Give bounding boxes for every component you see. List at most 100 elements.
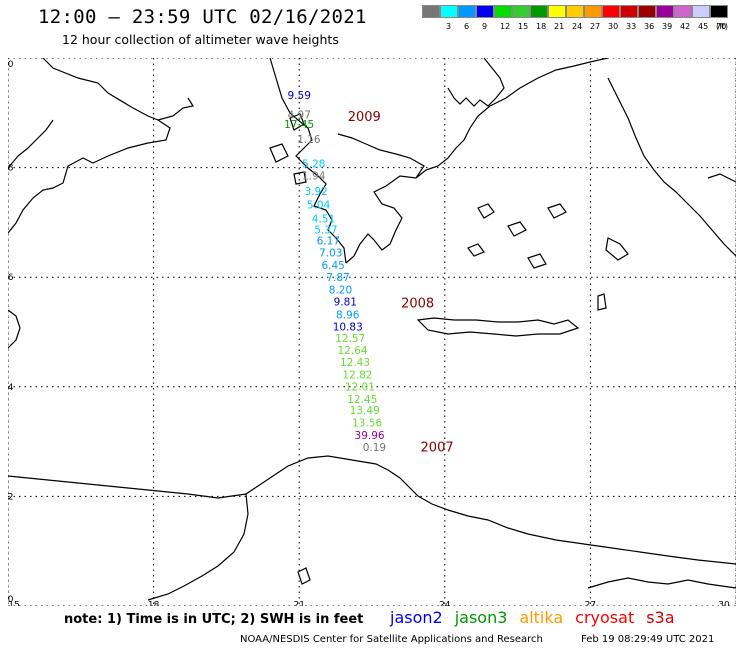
swh-value-label: 12.57 — [335, 333, 365, 345]
legend-swatches — [422, 5, 728, 18]
legend-label: 21 — [554, 22, 565, 31]
color-legend: 3 6 9 12 15 18 21 24 27 30 33 36 39 42 45 70 (ft) — [422, 5, 728, 34]
lon-tick-label: 30 — [718, 601, 730, 607]
coastline-heel — [157, 97, 194, 121]
coastline-cephalonia — [269, 143, 289, 163]
legend-label: 3 — [446, 22, 452, 31]
coastline-chalkidiki — [447, 58, 505, 107]
legend-swatch — [458, 5, 476, 18]
legend-label: 42 — [680, 22, 691, 31]
legend-label: 36 — [644, 22, 655, 31]
page-title: 12:00 – 23:59 UTC 02/16/2021 — [38, 6, 367, 28]
swh-value-label: 12.01 — [345, 382, 375, 394]
coastline-cyclades-5 — [527, 253, 547, 269]
lon-tick-label: 15 — [8, 601, 19, 607]
legend-label: 27 — [590, 22, 601, 31]
coastline-tunisia — [8, 309, 21, 349]
legend-swatch — [422, 5, 440, 18]
lon-tick-label: 24 — [439, 601, 451, 607]
coastline-gulf-sirte — [147, 493, 249, 601]
legend-swatch — [440, 5, 458, 18]
swh-value-label: 4.97 — [288, 109, 311, 121]
coastline-corfu — [289, 113, 305, 131]
legend-swatch — [656, 5, 674, 18]
lat-tick-label: 32 — [8, 492, 13, 502]
map-frame — [8, 58, 736, 606]
swh-value-label: 6.17 — [317, 235, 340, 247]
lat-tick-label: 36 — [8, 273, 14, 283]
legend-swatch — [548, 5, 566, 18]
legend-swatch — [530, 5, 548, 18]
swh-value-label: 0.19 — [363, 442, 386, 454]
swh-value-label: 8.20 — [329, 285, 352, 297]
coastline-egypt-delta — [587, 577, 736, 589]
coastline-albania — [269, 58, 299, 121]
lat-tick-label: 30 — [8, 595, 14, 605]
legend-label: 18 — [536, 22, 547, 31]
swh-value-label: 7.87 — [326, 272, 349, 284]
legend-label: 45 — [698, 22, 709, 31]
legend-unit: (ft) — [716, 22, 729, 31]
coastline-italy — [8, 58, 171, 234]
coastline-cyclades-3 — [547, 203, 567, 219]
legend-swatch — [674, 5, 692, 18]
coastline-cyprus-edge — [707, 173, 736, 183]
lon-tick-label: 21 — [293, 601, 304, 607]
mission-label: jason3 — [454, 608, 508, 627]
mission-label: s3a — [646, 608, 675, 627]
coastline-crete — [416, 317, 580, 337]
legend-swatch — [710, 5, 728, 18]
swh-value-label: 5.37 — [314, 224, 337, 236]
coastline — [8, 58, 736, 601]
swh-value-label: 12.43 — [340, 357, 370, 369]
legend-swatch — [584, 5, 602, 18]
coastline-sicily-toe — [8, 119, 54, 169]
swh-value-label: 5.28 — [302, 159, 325, 171]
coastline-zakynthos — [293, 171, 307, 185]
swh-value-label: 9.81 — [334, 297, 357, 309]
map-panel: 15 18 21 24 27 30 40 38 36 34 32 30 — [8, 58, 736, 606]
coastline-libya — [8, 455, 736, 565]
legend-label: 24 — [572, 22, 583, 31]
swh-value-label: 1.94 — [302, 171, 326, 183]
legend-label: 12 — [500, 22, 511, 31]
legend-swatch — [494, 5, 512, 18]
track-time-labels: 2009 2008 2007 — [348, 110, 454, 455]
swh-value-label: 12.45 — [347, 394, 377, 406]
legend-label: 15 — [518, 22, 529, 31]
lat-tick-label: 38 — [8, 164, 14, 174]
coastline-attica — [415, 58, 609, 179]
swh-value-label: 1.16 — [297, 134, 321, 146]
legend-swatch — [602, 5, 620, 18]
coastline-turkey — [607, 77, 736, 257]
legend-swatch — [476, 5, 494, 18]
footer-note: note: 1) Time is in UTC; 2) SWH is in fe… — [64, 612, 364, 627]
pass-time-label: 2008 — [401, 296, 434, 311]
coastline-karpathos — [597, 293, 607, 311]
lon-tick-label: 18 — [148, 601, 160, 607]
legend-swatch — [638, 5, 656, 18]
mission-label: altika — [519, 608, 564, 627]
coastline-greece-west — [295, 119, 347, 264]
footer-credit: NOAA/NESDIS Center for Satellite Applica… — [240, 634, 543, 645]
footer-timestamp: Feb 19 08:29:49 UTC 2021 — [581, 634, 715, 645]
legend-label: 6 — [464, 22, 470, 31]
mission-label: cryosat — [575, 608, 635, 627]
lat-tick-label: 34 — [8, 383, 14, 393]
swh-value-label: 4.51 — [312, 213, 335, 225]
coastline-cyclades-1 — [477, 203, 495, 219]
coastline-cyclades-4 — [467, 243, 485, 257]
legend-label: 30 — [608, 22, 619, 31]
coastline-peloponnese — [337, 133, 425, 264]
coastline-rhodes — [605, 237, 629, 261]
pass-time-label: 2007 — [421, 440, 454, 455]
legend-label: 9 — [482, 22, 488, 31]
legend-swatch — [692, 5, 710, 18]
swh-value-label: 5.04 — [307, 200, 331, 212]
graticule: 15 18 21 24 27 30 40 38 36 34 32 30 — [8, 58, 736, 606]
swh-value-label: 10.83 — [333, 321, 363, 333]
swh-value-label: 39.96 — [355, 430, 385, 442]
swh-value-label: 12.82 — [342, 370, 372, 382]
